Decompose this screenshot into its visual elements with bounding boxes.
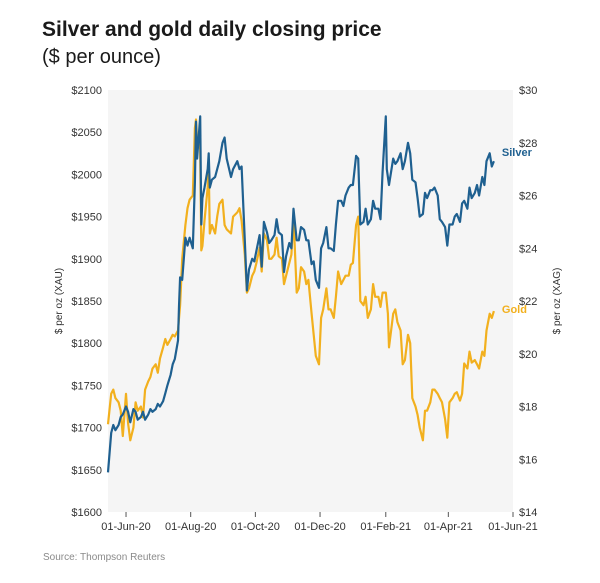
left-tick-label: $1850 — [71, 296, 102, 308]
x-tick-label: 01-Feb-21 — [360, 521, 411, 533]
right-tick-label: $14 — [519, 507, 537, 519]
left-tick-label: $1900 — [71, 254, 102, 266]
left-tick-label: $1750 — [71, 380, 102, 392]
right-tick-label: $28 — [519, 138, 537, 150]
left-axis: $1600 $1650 $1700 $1750 $1800 $1850 $1900 $1950… — [71, 85, 102, 519]
series-line-gold — [106, 118, 495, 442]
right-tick-label: $16 — [519, 454, 537, 466]
chart-subtitle: ($ per ounce) — [42, 46, 161, 68]
x-tick-label: 01-Oct-20 — [231, 521, 280, 533]
left-tick-label: $1800 — [71, 338, 102, 350]
series-line-silver — [106, 115, 495, 473]
chart-title: Silver and gold daily closing price — [42, 18, 382, 41]
left-tick-label: $2050 — [71, 127, 102, 139]
left-tick-label: $2000 — [71, 169, 102, 181]
right-tick-label: $24 — [519, 243, 537, 255]
left-tick-label: $1650 — [71, 465, 102, 477]
right-axis: $14 $16 $18 $20 $22 $24 $26 $28 $30 — [519, 85, 537, 519]
x-tick-label: 01-Apr-21 — [424, 521, 473, 533]
right-tick-label: $18 — [519, 402, 537, 414]
x-tick-label: 01-Jun-20 — [101, 521, 151, 533]
source-note: Source: Thompson Reuters — [43, 552, 166, 563]
right-axis-label: $ per oz (XAG) — [552, 268, 563, 335]
left-tick-label: $2100 — [71, 85, 102, 97]
left-tick-label: $1950 — [71, 212, 102, 224]
right-tick-label: $20 — [519, 349, 537, 361]
x-tick-label: 01-Aug-20 — [165, 521, 216, 533]
right-tick-label: $30 — [519, 85, 537, 97]
left-tick-label: $1700 — [71, 423, 102, 435]
left-tick-label: $1600 — [71, 507, 102, 519]
series-label-silver: Silver — [502, 147, 533, 159]
right-tick-label: $26 — [519, 191, 537, 203]
right-tick-label: $22 — [519, 296, 537, 308]
x-axis: 01-Jun-20 01-Aug-20 01-Oct-20 01-Dec-20 01-F… — [101, 512, 538, 533]
series-label-gold: Gold — [502, 304, 527, 316]
series-layer: Gold Silver — [106, 115, 533, 473]
x-tick-label: 01-Dec-20 — [294, 521, 345, 533]
x-tick-label: 01-Jun-21 — [488, 521, 538, 533]
left-axis-label: $ per oz (XAU) — [54, 268, 65, 334]
